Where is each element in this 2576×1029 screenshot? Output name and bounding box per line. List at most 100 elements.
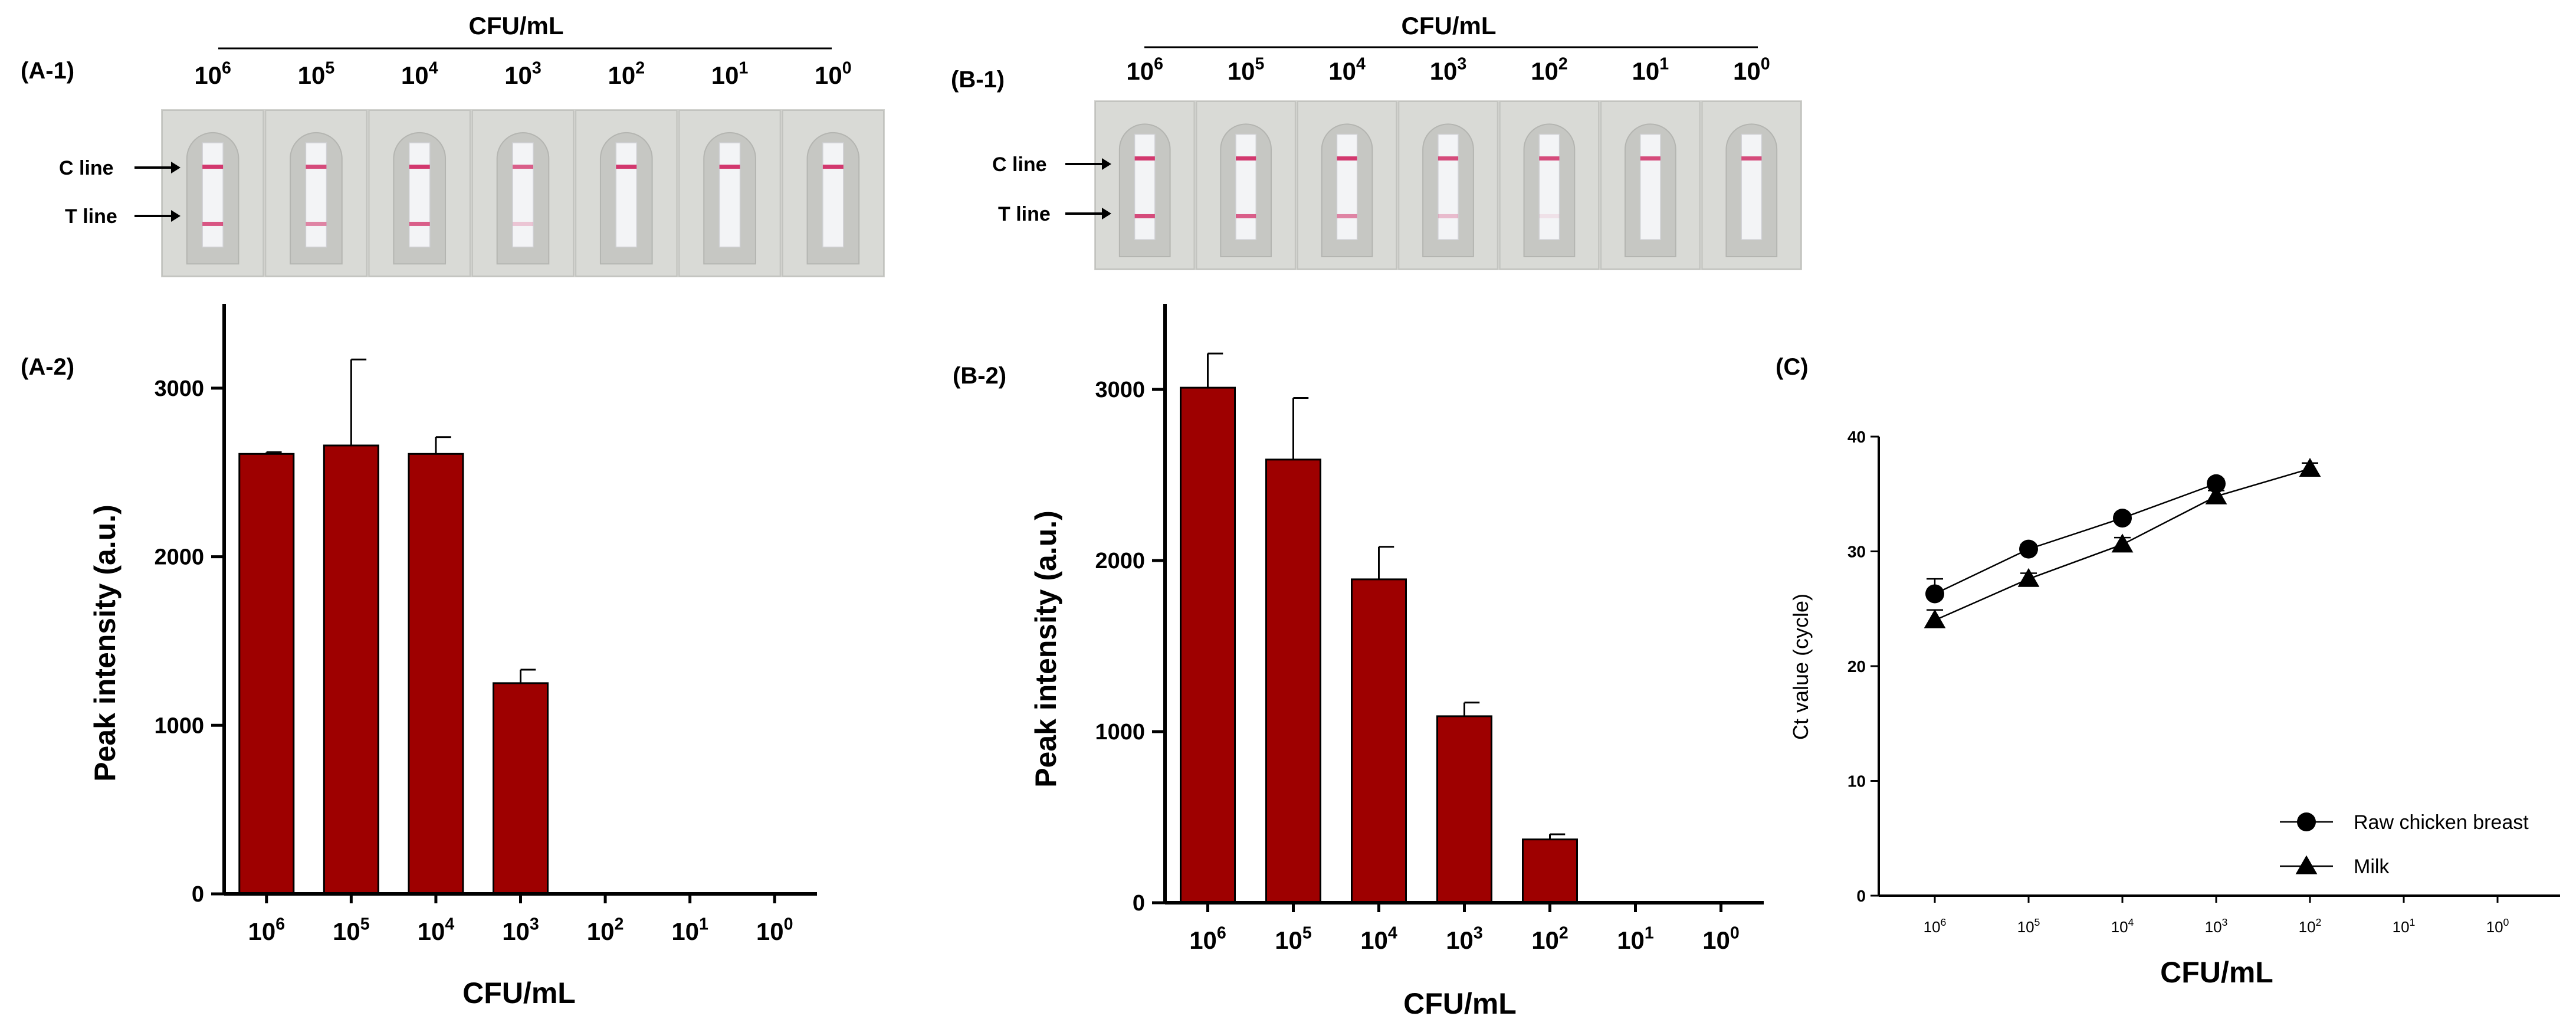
- c-band-b1-4: [1539, 156, 1560, 161]
- panel-a2: (A-2) Peak intensity (a.u.) CFU/mL 106 10…: [21, 304, 817, 1010]
- x-tick-label-c-3: 103: [2205, 916, 2228, 936]
- strip-conc-label-a1-4-base: 10: [608, 61, 635, 89]
- y-tick-label-a2-2: 2000: [154, 545, 204, 570]
- x-tick-label-a2-0-base: 10: [248, 917, 275, 945]
- strip-conc-label-a1-2-base: 10: [401, 61, 429, 89]
- point-c-0-2: [2113, 509, 2132, 528]
- strip-conc-label-b1-5: 101: [1632, 54, 1669, 85]
- c-band-a1-2: [409, 165, 430, 169]
- strip-membrane-b1-3: [1438, 133, 1459, 240]
- legend-label-c-0: Raw chicken breast: [2354, 811, 2529, 834]
- strip-conc-label-b1-1-base: 10: [1228, 57, 1255, 85]
- x-tick-label-a2-4: 102: [587, 915, 624, 945]
- strip-images-a1: [161, 109, 885, 277]
- concentration-labels-a1: 106 105 104 103 102 101 100: [194, 58, 851, 89]
- strip-conc-label-a1-2-exponent: 4: [429, 58, 438, 77]
- t-band-b1-3: [1438, 214, 1459, 218]
- x-tick-label-b2-4-exponent: 2: [1559, 923, 1568, 942]
- x-tick-label-b2-1-base: 10: [1275, 926, 1302, 954]
- strip-conc-label-b1-4-base: 10: [1531, 57, 1558, 85]
- legend-label-c-1: Milk: [2354, 856, 2390, 878]
- bar-b2-1: [1265, 458, 1321, 904]
- x-tick-label-c-2-exponent: 4: [2128, 916, 2134, 928]
- x-tick-label-b2-1-exponent: 5: [1302, 923, 1312, 942]
- bar-b2-4: [1522, 838, 1578, 904]
- strip-conc-label-b1-2: 104: [1328, 54, 1366, 85]
- strip-membrane-b1-0: [1134, 133, 1156, 240]
- bar-b2-0: [1180, 386, 1236, 904]
- x-tick-label-b2-3-exponent: 3: [1474, 923, 1483, 942]
- strip-conc-label-b1-6: 100: [1733, 54, 1770, 85]
- x-tick-label-b2-6-exponent: 0: [1730, 923, 1740, 942]
- t-band-a1-1: [306, 221, 327, 226]
- x-tick-label-a2-5: 101: [671, 915, 708, 945]
- c-band-b1-2: [1337, 156, 1357, 161]
- concentration-labels-b1: 106 105 104 103 102 101 100: [1126, 54, 1770, 85]
- x-tick-label-b2-5: 101: [1617, 923, 1654, 954]
- x-tick-label-b2-6: 100: [1702, 923, 1740, 954]
- strip-conc-label-b1-2-exponent: 4: [1356, 54, 1366, 73]
- c-line-arrowhead-a1: [171, 162, 181, 173]
- x-tick-label-b2-2: 104: [1360, 923, 1397, 954]
- strip-conc-label-b1-0-exponent: 6: [1154, 54, 1163, 73]
- t-band-b1-1: [1236, 214, 1256, 218]
- point-c-1-0: [1924, 609, 1946, 628]
- point-c-1-1: [2017, 568, 2040, 587]
- x-tick-label-a2-3-base: 10: [502, 917, 530, 945]
- strip-conc-label-b1-3: 103: [1430, 54, 1467, 85]
- x-tick-label-a2-6: 100: [756, 915, 793, 945]
- x-tick-label-a2-3-exponent: 3: [530, 915, 539, 933]
- test-strip-a1-6: [782, 110, 884, 277]
- point-c-0-3: [2207, 474, 2226, 493]
- x-tick-label-a2-4-exponent: 2: [614, 915, 624, 933]
- x-tick-label-c-4-base: 10: [2299, 918, 2316, 936]
- test-strip-a1-0: [162, 110, 264, 277]
- strip-conc-label-b1-1-exponent: 5: [1255, 54, 1265, 73]
- x-tick-label-a2-2-base: 10: [418, 917, 445, 945]
- x-tick-label-c-1: 105: [2017, 916, 2040, 936]
- c-band-a1-1: [306, 165, 327, 169]
- c-band-a1-4: [616, 165, 637, 169]
- test-strip-b1-3: [1398, 101, 1498, 270]
- strip-conc-label-a1-5-exponent: 1: [739, 58, 748, 77]
- strip-conc-label-b1-4-exponent: 2: [1558, 54, 1568, 73]
- series-line-c-0: [1934, 483, 2217, 595]
- strip-conc-label-a1-6-base: 10: [815, 61, 842, 89]
- y-tick-label-b2-2: 2000: [1095, 549, 1145, 574]
- x-tick-label-b2-1: 105: [1275, 923, 1312, 954]
- strip-membrane-a1-4: [615, 142, 638, 248]
- strip-conc-label-b1-6-base: 10: [1733, 57, 1761, 85]
- c-band-b1-5: [1640, 156, 1661, 161]
- strip-conc-label-a1-1-exponent: 5: [325, 58, 334, 77]
- x-tick-label-c-6: 100: [2486, 916, 2509, 936]
- x-tick-label-a2-4-base: 10: [587, 917, 615, 945]
- strip-conc-label-a1-6: 100: [815, 58, 852, 89]
- strip-conc-label-a1-5: 101: [711, 58, 749, 89]
- x-tick-label-c-1-exponent: 5: [2034, 916, 2040, 928]
- panel-label-a2: (A-2): [21, 354, 74, 380]
- c-band-a1-3: [512, 165, 534, 169]
- t-band-b1-0: [1134, 214, 1155, 218]
- x-tick-label-a2-2: 104: [418, 915, 455, 945]
- strip-conc-label-a1-4-exponent: 2: [635, 58, 645, 77]
- point-c-1-4: [2299, 458, 2321, 477]
- test-strip-a1-5: [678, 110, 781, 277]
- strip-conc-label-a1-3-exponent: 3: [532, 58, 542, 77]
- t-band-a1-0: [202, 221, 224, 226]
- bar-b2-2: [1351, 578, 1407, 904]
- x-tick-label-a2-5-base: 10: [671, 917, 699, 945]
- c-line-label-a1: C line: [59, 157, 114, 179]
- x-tick-label-c-6-base: 10: [2486, 918, 2503, 936]
- panel-label-a1: (A-1): [21, 58, 74, 84]
- strip-conc-label-b1-3-exponent: 3: [1457, 54, 1466, 73]
- x-tick-label-b2-3-base: 10: [1446, 926, 1474, 954]
- x-tick-label-b2-4-base: 10: [1531, 926, 1559, 954]
- t-band-b1-2: [1337, 214, 1357, 218]
- bar-b2-3: [1436, 715, 1492, 904]
- x-tick-label-c-0-exponent: 6: [1941, 916, 1947, 928]
- y-tick-label-b2-3: 3000: [1095, 378, 1145, 402]
- x-tick-label-b2-3: 103: [1446, 923, 1483, 954]
- series-c-1: [1924, 458, 2321, 628]
- strip-conc-label-b1-6-exponent: 0: [1761, 54, 1770, 73]
- strip-header-b1: CFU/mL: [1402, 12, 1497, 40]
